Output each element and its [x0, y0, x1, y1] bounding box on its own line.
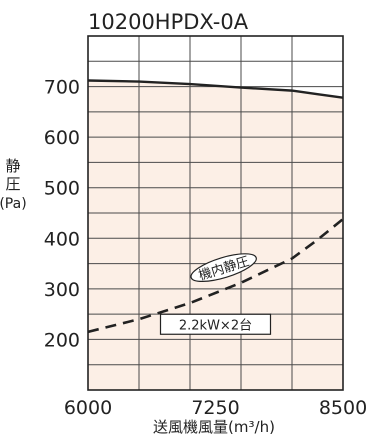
annotation-ellipse [190, 253, 257, 283]
x-axis-label: 送風機風量(m³/h) [153, 418, 275, 436]
plot-frame [87, 35, 344, 391]
x-axis-ticks: 6000 7250 8500 [64, 397, 367, 419]
y-axis-ticks: 200 300 400 500 600 700 [44, 77, 80, 352]
y-axis-label-line1: 静 [5, 157, 20, 175]
max-static-pressure-line [87, 79, 344, 99]
y-tick-label: 700 [44, 77, 80, 99]
x-tick-label: 7250 [191, 397, 239, 419]
x-tick-label: 8500 [319, 397, 367, 419]
y-tick-label: 300 [44, 279, 80, 301]
y-tick-label: 600 [44, 127, 80, 149]
annotation-motor-box [159, 313, 272, 335]
y-tick-label: 500 [44, 178, 80, 200]
chart-title: 10200HPDX-0A [88, 10, 249, 34]
y-tick-label: 400 [44, 228, 80, 250]
y-axis-label-line2: 圧 [5, 175, 20, 193]
y-tick-label: 200 [44, 329, 80, 351]
y-axis-unit: (Pa) [0, 196, 27, 212]
plot-area [87, 35, 344, 391]
x-tick-label: 6000 [64, 397, 112, 419]
annotation-motor-text: 2.2kW×2台 [179, 318, 252, 333]
operating-area-fill [88, 80, 343, 390]
